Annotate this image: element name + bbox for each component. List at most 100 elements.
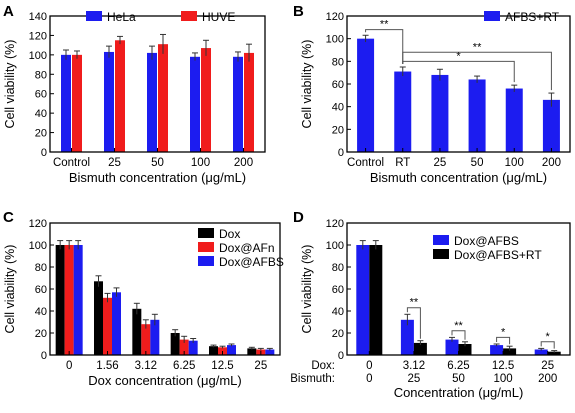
legend-swatch [484,11,500,21]
bar [158,44,168,152]
y-tick-label: 0 [338,147,344,159]
bar [188,340,198,355]
bar [369,245,383,355]
significance-bracket [402,60,515,83]
panel-letter: B [293,3,304,20]
bar [209,346,218,355]
y-tick-label: 120 [326,11,344,23]
bar [190,56,200,152]
bar [179,339,189,355]
bar [490,345,504,355]
x-tick-label: 12.5 [492,360,514,372]
bar [201,48,211,152]
y-tick-label: 120 [29,218,47,230]
significance-mark: * [546,331,551,343]
bar [141,324,151,355]
bar [170,333,180,355]
bar [247,348,257,355]
significance-mark: ** [454,320,463,332]
legend-swatch [433,249,449,259]
axes-frame [49,222,281,356]
x-axis-title: Dox concentration (μg/mL) [88,373,241,388]
bar [357,38,375,152]
x-tick-label: 200 [542,157,561,169]
x-tick-label: 6.25 [173,360,195,372]
y-tick-label: 140 [29,11,47,23]
legend: AFBS+RT [484,10,560,24]
legend-label: Dox [219,227,240,241]
x-tick-label: 25 [541,360,554,372]
x-tick-label-row2: 200 [538,373,557,385]
y-axis-title: Cell viability (%) [3,40,17,129]
legend-swatch [198,256,214,266]
bar [104,51,114,152]
significance-bracket [365,29,404,64]
x-row-label: Bismuth: [290,373,335,385]
y-axis-title: Cell viability (%) [300,245,314,334]
y-tick-label: 0 [41,147,47,159]
bar [61,54,71,152]
bar [150,319,160,355]
x-tick-label-row2: 25 [408,373,421,385]
x-tick-label: 1.56 [96,360,118,372]
legend-label: HeLa [107,10,136,24]
bar [413,342,427,355]
significance-mark: ** [380,19,389,31]
bar [534,349,548,355]
bar [73,245,83,355]
x-tick-label: 25 [108,157,121,169]
significance-bracket [540,341,555,349]
bar [547,351,561,355]
x-tick-label: 100 [191,157,210,169]
panel-letter: D [293,209,304,226]
y-tick-label: 20 [332,328,344,340]
panel-letter: A [3,3,14,20]
bar [468,79,486,152]
significance-mark: * [501,326,506,338]
axes-frame [346,15,571,153]
bar [542,99,560,152]
y-axis-title: Cell viability (%) [300,40,314,129]
axes-frame [49,15,266,153]
significance-mark: ** [410,297,419,309]
y-tick-label: 100 [326,240,344,252]
y-tick-label: 0 [338,350,344,362]
legend-swatch [198,228,214,238]
x-tick-label-row2: 50 [452,373,465,385]
bar [445,339,459,355]
legend-swatch [433,235,449,245]
y-tick-label: 80 [35,69,47,81]
x-tick-label: RT [395,157,410,169]
y-tick-label: 120 [326,218,344,230]
y-tick-label: 40 [332,306,344,318]
y-axis-title: Cell viability (%) [3,245,17,334]
y-tick-label: 40 [35,108,47,120]
x-tick-label: 200 [234,157,253,169]
bar [103,297,112,355]
bar [458,344,472,355]
bar [400,319,414,355]
bar [94,281,103,355]
y-tick-label: 60 [35,284,47,296]
y-tick-label: 60 [35,89,47,101]
legend-label: Dox@AFn [219,241,275,255]
x-tick-label: 3.12 [403,360,425,372]
bar [356,245,370,355]
legend-label: Dox@AFBS [219,255,284,269]
bar [147,52,157,152]
legend-label: Dox@AFBS [454,234,519,248]
y-tick-label: 40 [332,102,344,114]
x-tick-label: 50 [151,157,164,169]
y-tick-label: 80 [35,262,47,274]
bar [244,52,254,152]
panel-d: D020406080100120003.12256.255012.5100252… [290,209,571,400]
bar [394,71,412,152]
x-tick-label: 50 [471,157,484,169]
x-tick-label: 25 [434,157,447,169]
x-tick-label: Control [53,157,90,169]
y-tick-label: 0 [41,350,47,362]
x-tick-label: 3.12 [135,360,157,372]
bar [112,292,121,355]
